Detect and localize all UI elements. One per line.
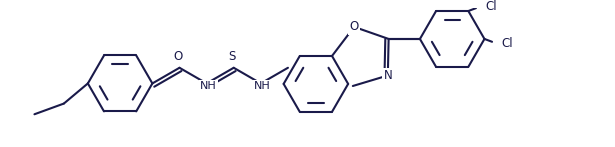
Text: Cl: Cl (502, 37, 513, 50)
Text: Cl: Cl (485, 0, 497, 13)
Text: N: N (383, 69, 392, 82)
Text: O: O (173, 50, 182, 63)
Text: S: S (228, 50, 236, 63)
Text: NH: NH (200, 81, 217, 91)
Text: O: O (349, 20, 359, 33)
Text: NH: NH (255, 81, 271, 91)
